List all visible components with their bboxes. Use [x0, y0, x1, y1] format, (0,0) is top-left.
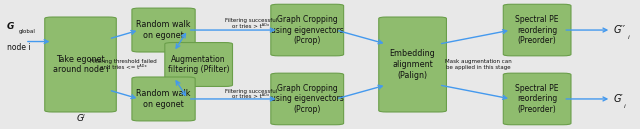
Text: i: i [624, 104, 626, 109]
Text: G′′: G′′ [614, 25, 626, 35]
Text: global: global [19, 29, 35, 34]
Text: Augmentation
filtering (Pfilter): Augmentation filtering (Pfilter) [168, 55, 229, 74]
Text: node i: node i [7, 43, 31, 52]
Text: Mask augmentation can
be applied in this stage: Mask augmentation can be applied in this… [445, 59, 512, 70]
FancyBboxPatch shape [132, 8, 195, 52]
FancyBboxPatch shape [503, 4, 571, 56]
FancyBboxPatch shape [271, 73, 344, 125]
FancyBboxPatch shape [45, 17, 116, 112]
FancyBboxPatch shape [379, 17, 447, 112]
Text: Graph Cropping
using eigenvectors
(Pcrop): Graph Cropping using eigenvectors (Pcrop… [271, 15, 344, 45]
Text: Filtering successful
or tries > tᴬᴰˣ: Filtering successful or tries > tᴬᴰˣ [225, 18, 277, 29]
Text: i: i [628, 35, 630, 40]
Text: Gᴵ: Gᴵ [76, 114, 85, 123]
Text: Random walk
on egonet: Random walk on egonet [136, 89, 191, 109]
Text: G′: G′ [614, 94, 623, 104]
Text: Random walk
on egonet: Random walk on egonet [136, 20, 191, 40]
Text: Spectral PE
reordering
(Preorder): Spectral PE reordering (Preorder) [515, 15, 559, 45]
Text: Embedding
alignment
(Palign): Embedding alignment (Palign) [390, 49, 435, 80]
Text: Filtering successful
or tries > tᴬᴰˣ: Filtering successful or tries > tᴬᴰˣ [225, 88, 277, 99]
FancyBboxPatch shape [132, 77, 195, 121]
FancyBboxPatch shape [503, 73, 571, 125]
Text: Filtering threshold failed
and tries <= tᴬᴰˣ: Filtering threshold failed and tries <= … [90, 59, 157, 70]
FancyBboxPatch shape [165, 43, 232, 86]
Text: G: G [7, 22, 15, 31]
Text: Take egonet
around node i: Take egonet around node i [52, 55, 108, 74]
Text: Spectral PE
reordering
(Preorder): Spectral PE reordering (Preorder) [515, 84, 559, 114]
FancyBboxPatch shape [271, 4, 344, 56]
Text: Graph Cropping
using eigenvectors
(Pcrop): Graph Cropping using eigenvectors (Pcrop… [271, 84, 344, 114]
